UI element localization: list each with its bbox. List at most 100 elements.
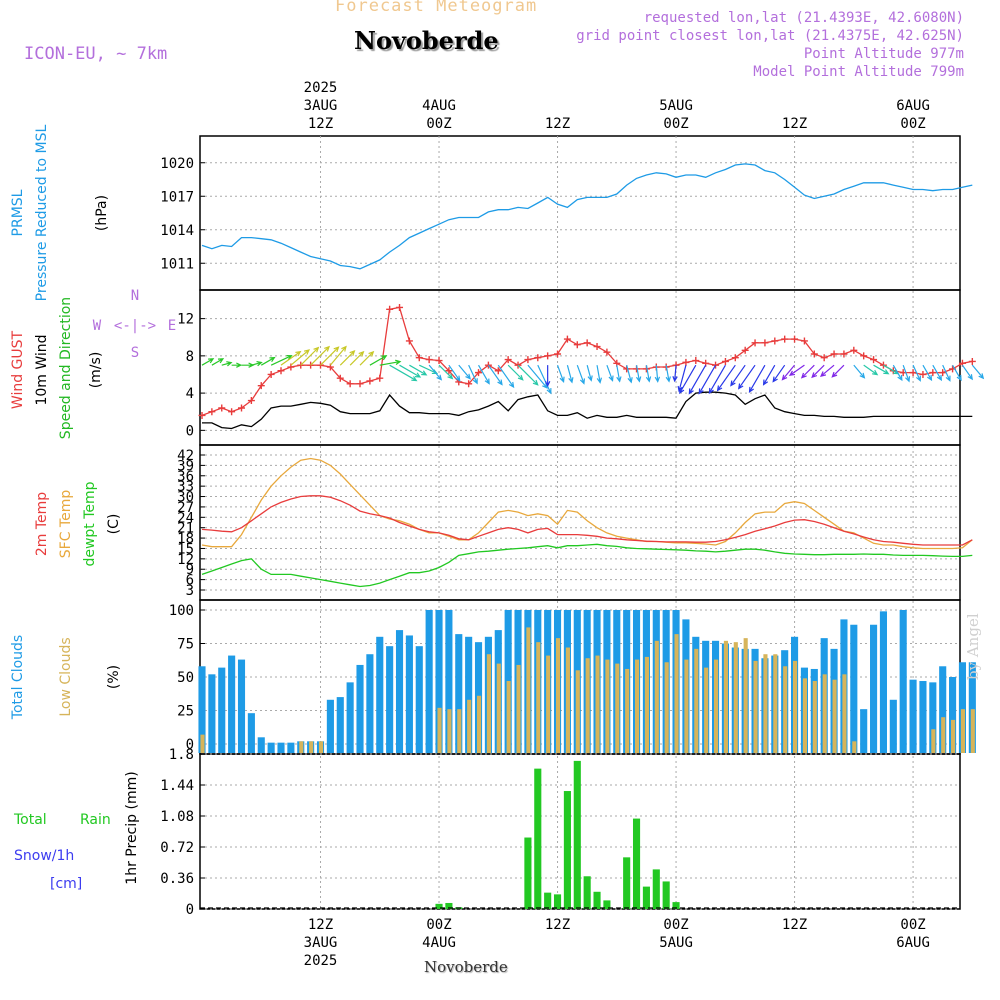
meteogram-title: Forecast Meteogram <box>335 0 538 16</box>
wind-arrow <box>280 350 302 366</box>
low-cloud-bar <box>664 662 669 753</box>
wind-gust-marker <box>267 370 275 378</box>
total-cloud-bar <box>968 662 976 753</box>
low-cloud-bar <box>674 634 679 753</box>
wind-y-axis: 0 4 8 12 <box>177 312 960 439</box>
top-time-label: 4AUG <box>422 98 456 114</box>
wind-gust-marker <box>919 370 927 378</box>
wind-gust-marker <box>879 361 887 369</box>
wind-gust-marker <box>593 343 601 351</box>
temperature-tick-label: 6 <box>186 573 194 589</box>
total-cloud-bar <box>386 646 394 753</box>
wind-arrow <box>961 364 973 381</box>
t2m-label: 2m Temp <box>34 492 50 556</box>
clouds-tick-label: 50 <box>177 670 194 686</box>
rain-bar <box>662 881 670 909</box>
wind-arrow <box>428 364 443 381</box>
wind-arrow <box>339 350 356 366</box>
temperature-tick-label: 18 <box>177 531 194 547</box>
dewpt-line <box>201 543 973 588</box>
top-time-labels: 2025 3AUG 12Z 4AUG 00Z 12Z 5AUG 00Z 12Z 6AUG 00Z <box>304 80 930 132</box>
wind-arrow <box>201 358 215 366</box>
low-cloud-bar <box>941 717 946 753</box>
rain-bar <box>603 900 611 909</box>
wind-compass: N S W E <-|-> <box>93 288 176 361</box>
wind-arrow <box>349 350 365 366</box>
wind-arrow <box>260 356 276 366</box>
location-title: Novoberde <box>354 26 499 55</box>
rain-bar <box>524 837 532 909</box>
snow-unit: [cm] <box>50 876 82 892</box>
panel-frame-pressure <box>199 135 961 291</box>
wind-arrow <box>251 360 263 367</box>
clouds-tick-label: 25 <box>177 704 194 720</box>
bottom-time-label: 00Z <box>426 917 451 933</box>
low-cloud-bar <box>299 741 304 753</box>
wind-gust-marker <box>781 335 789 343</box>
low-cloud-bar <box>536 642 541 753</box>
wind-arrow <box>912 364 921 382</box>
wind-arrow <box>211 358 225 366</box>
wind-unit: (m/s) <box>88 352 104 389</box>
top-time-label: 12Z <box>782 116 807 132</box>
wind-gust-marker <box>277 367 285 375</box>
total-cloud-bar <box>237 659 246 753</box>
wind-gust-marker <box>504 356 512 364</box>
wind-gust-marker <box>800 337 808 345</box>
wind-gust-marker <box>830 350 838 358</box>
wind-gust-marker <box>534 354 542 362</box>
wind-arrow <box>853 364 866 379</box>
pressure-tick-label: 1011 <box>160 256 194 272</box>
wind-gust-marker <box>346 380 354 388</box>
total-cloud-bar <box>346 682 354 753</box>
top-time-label: 00Z <box>900 116 925 132</box>
wind-arrow <box>586 365 593 382</box>
wind-gust-marker <box>692 357 700 365</box>
wind-arrow <box>300 346 320 366</box>
clouds-unit: (%) <box>106 665 122 689</box>
rain-bar <box>563 791 571 909</box>
low-cloud-bar <box>951 719 956 753</box>
total-cloud-bar <box>435 610 443 753</box>
rain-bar <box>632 818 641 909</box>
low-cloud-bar <box>634 659 640 753</box>
wind-arrow <box>781 364 796 381</box>
wind-gust-marker <box>939 369 947 377</box>
wind-arrow <box>497 364 515 389</box>
wind-arrow <box>448 364 461 382</box>
wind-arrow <box>730 364 746 387</box>
total-cloud-bar <box>870 624 878 753</box>
low-clouds-label: Low Clouds <box>58 637 74 716</box>
wind-arrow <box>566 365 574 384</box>
total-cloud-bar <box>909 679 917 753</box>
wind-gust-marker <box>356 380 364 388</box>
bottom-time-label: 00Z <box>900 917 925 933</box>
low-cloud-bar <box>832 679 837 753</box>
wind-arrow <box>748 364 766 394</box>
low-cloud-bar <box>802 678 807 753</box>
low-cloud-bar <box>812 681 817 753</box>
temperature-tick-label: 12 <box>177 552 194 568</box>
low-cloud-bar <box>644 656 649 753</box>
wind-arrow <box>606 364 614 382</box>
wind-arrow <box>576 364 586 385</box>
total-cloud-bar <box>415 646 423 753</box>
wind-gust-marker <box>238 404 246 412</box>
low-cloud-bar <box>842 674 847 753</box>
rain-bar <box>593 891 601 909</box>
rain-bar <box>573 760 581 909</box>
total-cloud-bar <box>366 654 374 753</box>
pressure-label-msl: Pressure Reduced to MSL <box>34 124 50 301</box>
wind-gust-marker <box>336 374 344 382</box>
wind-arrow <box>679 364 697 395</box>
wind-arrow <box>438 364 454 380</box>
wind-arrow <box>517 364 539 386</box>
low-cloud-bar <box>565 647 570 753</box>
rain-bar <box>534 768 542 909</box>
low-cloud-bar <box>763 654 768 753</box>
bottom-time-label: 2025 <box>304 953 338 969</box>
wind-arrow <box>478 364 490 385</box>
low-cloud-bar <box>555 638 561 753</box>
total-clouds-label: Total Clouds <box>10 635 26 720</box>
wind-arrow <box>458 364 471 380</box>
